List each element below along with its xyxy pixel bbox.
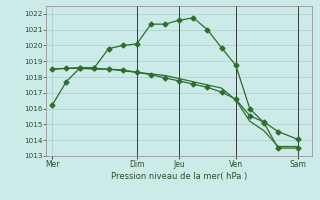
X-axis label: Pression niveau de la mer( hPa ): Pression niveau de la mer( hPa ): [111, 172, 247, 181]
